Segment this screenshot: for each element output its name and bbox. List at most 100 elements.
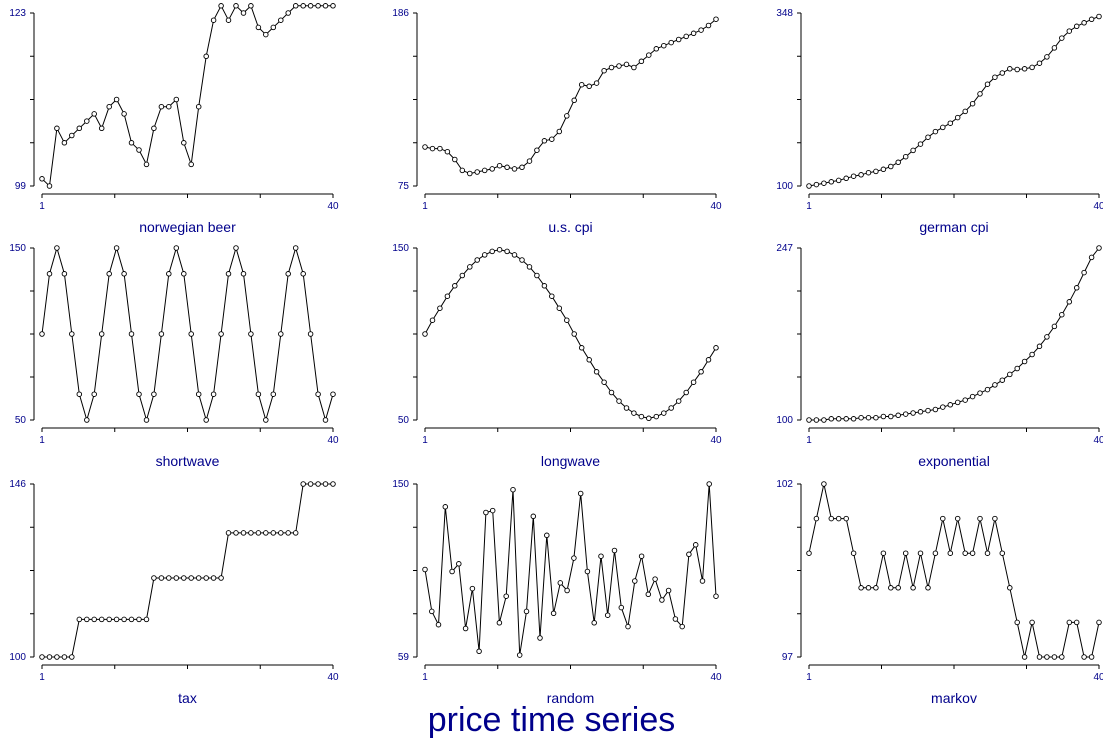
chart-3-point-15 (910, 147, 916, 154)
chart-3-point-39 (1088, 16, 1095, 23)
chart-6-point-6 (843, 416, 849, 422)
chart-5-point-16 (534, 272, 540, 279)
chart-8-point-24 (577, 490, 584, 497)
chart-8-point-10 (483, 509, 489, 516)
chart-5-point-10 (489, 248, 495, 255)
chart-4-ytick-label-min: 50 (15, 415, 27, 426)
chart-3-title: german cpi (919, 219, 988, 235)
chart-7-point-28 (240, 530, 247, 536)
chart-2-point-7 (467, 170, 473, 177)
chart-1-point-2 (46, 183, 53, 189)
chart-7-point-2 (46, 654, 53, 660)
chart-7-point-24 (210, 575, 217, 581)
chart-1-point-31 (263, 31, 269, 38)
chart-2-point-25 (601, 67, 607, 74)
chart-7-point-40 (330, 481, 336, 487)
chart-6-point-33 (1044, 334, 1050, 340)
chart-1-point-32 (270, 24, 277, 31)
chart-4-point-9 (98, 331, 105, 337)
chart-9-point-25 (984, 550, 991, 556)
chart-2-xtick-label-max: 40 (710, 201, 722, 212)
chart-9-point-4 (828, 515, 835, 522)
chart-5-point-20 (564, 317, 570, 323)
chart-5-point-9 (481, 252, 488, 258)
chart-4-point-32 (270, 391, 277, 397)
chart-9-point-33 (1044, 654, 1050, 660)
chart-5-point-18 (549, 293, 555, 299)
chart-2-point-3 (437, 145, 443, 152)
chart-8-point-1 (422, 566, 428, 573)
chart-4-point-26 (225, 271, 232, 277)
chart-3-point-2 (813, 181, 820, 188)
chart-3-series-line (808, 16, 1100, 187)
chart-2-point-16 (534, 147, 540, 153)
chart-5-xtick-label-min: 1 (422, 435, 428, 446)
chart-6-point-12 (888, 413, 894, 420)
chart-7-point-34 (285, 530, 291, 536)
chart-8-point-16 (523, 608, 530, 615)
chart-9-point-18 (932, 550, 939, 556)
chart-1-point-22 (195, 103, 202, 110)
chart-4-point-40 (330, 391, 336, 397)
chart-3-point-20 (947, 120, 954, 126)
chart-1-point-28 (240, 10, 247, 16)
chart-8-point-5 (449, 568, 455, 575)
chart-3-point-5 (835, 177, 842, 184)
chart-5-ytick-label-min: 50 (398, 415, 410, 426)
chart-8-point-13 (503, 593, 509, 599)
chart-3-point-33 (1044, 54, 1050, 60)
chart-6-point-39 (1088, 254, 1095, 261)
chart-7-point-10 (106, 616, 112, 623)
chart-3-point-3 (821, 180, 827, 186)
chart-4-point-16 (151, 391, 157, 397)
chart-5-point-4 (444, 293, 451, 299)
chart-6-point-9 (865, 414, 872, 421)
chart-1-point-20 (181, 140, 187, 146)
chart-6-point-10 (873, 414, 879, 421)
chart-2-point-6 (459, 167, 466, 174)
chart-9-title: markov (931, 690, 977, 706)
chart-2-point-22 (578, 81, 585, 88)
chart-5-point-23 (586, 357, 592, 363)
chart-2-point-35 (675, 36, 682, 43)
chart-1-point-35 (292, 3, 299, 9)
chart-5-point-34 (668, 405, 674, 411)
chart-8-point-30 (618, 604, 625, 611)
chart-1-point-30 (255, 24, 262, 31)
chart-6-point-14 (902, 411, 909, 417)
chart-5-point-25 (601, 379, 607, 385)
chart-4-point-6 (76, 391, 83, 397)
chart-7-point-14 (136, 616, 142, 623)
chart-8-point-26 (591, 620, 597, 626)
chart-9-point-29 (1014, 619, 1020, 626)
chart-7-point-13 (128, 616, 135, 623)
chart-9-point-36 (1066, 619, 1073, 626)
chart-7-point-35 (292, 530, 299, 536)
chart-5-point-6 (459, 272, 466, 279)
chart-1-point-12 (121, 111, 127, 117)
chart-4-point-17 (158, 331, 165, 337)
chart-7-point-25 (218, 575, 224, 581)
chart-5-point-27 (616, 398, 622, 404)
chart-8-point-38 (672, 616, 679, 622)
chart-2-point-39 (705, 22, 712, 29)
chart-3-point-24 (977, 91, 983, 97)
chart-9-point-22 (962, 550, 968, 556)
chart-9-point-32 (1036, 654, 1043, 660)
chart-8-point-28 (604, 612, 611, 618)
chart-9-series-line (808, 483, 1100, 658)
chart-2-point-1 (422, 144, 428, 150)
chart-2-point-32 (653, 46, 660, 52)
chart-4-point-14 (136, 391, 142, 397)
chart-1-point-26 (225, 17, 232, 23)
chart-5-point-31 (646, 415, 652, 422)
chart-1-point-15 (143, 161, 150, 168)
chart-4-point-20 (181, 271, 187, 277)
chart-1-point-40 (330, 3, 336, 9)
chart-8-point-19 (544, 532, 550, 539)
chart-7-point-22 (195, 575, 202, 581)
chart-6-point-31 (1029, 351, 1035, 358)
chart-7-point-31 (263, 530, 269, 536)
chart-5-point-3 (437, 305, 443, 311)
chart-6-xtick-label-min: 1 (806, 435, 812, 446)
